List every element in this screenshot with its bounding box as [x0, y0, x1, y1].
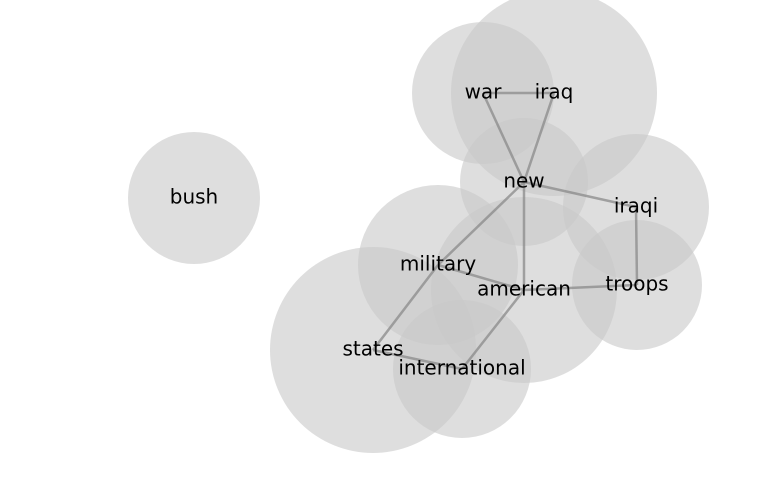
- node-label-new: new: [503, 169, 544, 193]
- edge-new-iraqi: [523, 180, 637, 209]
- edge-states-international: [372, 348, 463, 371]
- node-label-troops: troops: [605, 272, 668, 296]
- edge-american-international: [461, 289, 525, 370]
- node-label-iraqi: iraqi: [614, 194, 658, 218]
- node-label-war: war: [465, 80, 503, 104]
- node-label-bush: bush: [170, 185, 218, 209]
- edge-war-new: [481, 92, 526, 183]
- edge-new-military: [437, 181, 525, 266]
- node-label-states: states: [342, 337, 403, 361]
- node-label-iraq: iraq: [535, 80, 574, 104]
- node-bubble-bush: [128, 132, 260, 264]
- edges: [372, 91, 639, 371]
- node-label-military: military: [400, 252, 476, 276]
- edge-military-american: [437, 263, 525, 292]
- edge-military-states: [372, 264, 439, 351]
- edge-iraq-new: [522, 92, 556, 183]
- node-label-international: international: [398, 356, 525, 380]
- node-label-american: american: [477, 277, 571, 301]
- edge-iraqi-troops: [634, 206, 639, 286]
- edge-american-troops: [523, 283, 638, 292]
- node-circles: [128, 0, 709, 453]
